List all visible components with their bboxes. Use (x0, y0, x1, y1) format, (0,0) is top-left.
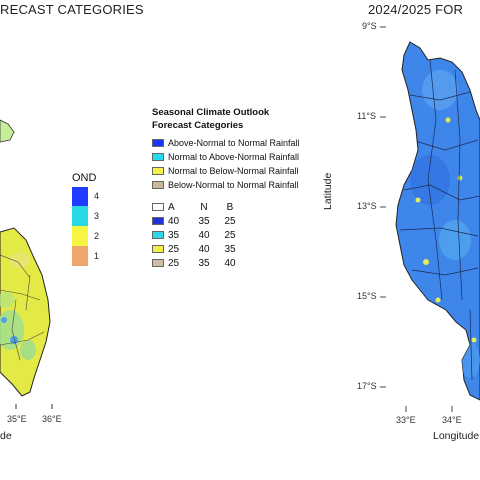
prob-header-row: A N B (152, 200, 312, 214)
prob-value: 40 (198, 229, 210, 241)
legend-heading-2: Forecast Categories (152, 120, 244, 131)
right-y-axis-label: Latitude (322, 172, 334, 210)
legend-heading-1: Seasonal Climate Outlook (152, 107, 270, 118)
ond-color-scale (72, 187, 88, 266)
prob-row: 40 35 25 (152, 214, 312, 228)
prob-row: 25 35 40 (152, 256, 312, 270)
legend-item: Normal to Above-Normal Rainfall (152, 150, 312, 164)
right-x-tick-33e: 33°E (396, 415, 416, 425)
legend-swatch (152, 139, 164, 147)
ond-label: OND (72, 172, 97, 184)
prob-value: 40 (198, 243, 210, 255)
legend-swatch (152, 231, 164, 239)
legend-swatch (152, 167, 164, 175)
prob-row: 35 40 25 (152, 228, 312, 242)
left-x-axis-label: de (0, 430, 12, 442)
legend-swatch (152, 217, 164, 225)
right-map-title: 2024/2025 FOR (368, 2, 464, 17)
right-map-body (395, 41, 480, 401)
legend-item: Normal to Below-Normal Rainfall (152, 164, 312, 178)
legend-item-label: Normal to Below-Normal Rainfall (168, 166, 299, 176)
prob-value: 25 (224, 215, 236, 227)
left-map-title: RECAST CATEGORIES (0, 2, 144, 17)
left-x-tick-36e: 36°E (42, 414, 62, 424)
right-y-tick-11s: 11°S (357, 111, 376, 121)
legend-swatch (152, 259, 164, 267)
right-y-tick-13s: 13°S (357, 201, 377, 211)
legend-swatch-empty (152, 203, 164, 211)
prob-header-n: N (200, 201, 208, 213)
prob-value: 35 (168, 229, 180, 241)
right-y-tick-15s: 15°S (357, 291, 377, 301)
right-y-tick-9s: 9°S (362, 21, 377, 31)
scale-label-4: 4 (94, 191, 100, 201)
legend-item-label: Below-Normal to Normal Rainfall (168, 180, 299, 190)
prob-value: 35 (224, 243, 236, 255)
scale-label-1: 1 (94, 251, 100, 261)
prob-header-b: B (226, 201, 234, 213)
left-map-northern-piece (0, 119, 15, 143)
legend-item-label: Above-Normal to Normal Rainfall (168, 138, 300, 148)
legend-item: Above-Normal to Normal Rainfall (152, 136, 312, 150)
prob-value: 25 (168, 257, 180, 269)
left-map-body (0, 227, 51, 397)
right-x-tick-34e: 34°E (442, 415, 462, 425)
prob-value: 40 (224, 257, 236, 269)
prob-value: 25 (224, 229, 236, 241)
prob-header-a: A (168, 201, 175, 213)
prob-value: 25 (168, 243, 180, 255)
legend: Seasonal Climate Outlook Forecast Catego… (152, 106, 312, 270)
prob-value: 35 (198, 215, 210, 227)
right-y-tick-17s: 17°S (357, 381, 377, 391)
prob-value: 40 (168, 215, 180, 227)
legend-swatch (152, 181, 164, 189)
prob-value: 35 (198, 257, 210, 269)
legend-item: Below-Normal to Normal Rainfall (152, 178, 312, 192)
prob-row: 25 40 35 (152, 242, 312, 256)
legend-swatch (152, 245, 164, 253)
right-x-axis-label: Longitude (433, 430, 480, 442)
legend-swatch (152, 153, 164, 161)
left-x-tick-35e: 35°E (7, 414, 27, 424)
legend-item-label: Normal to Above-Normal Rainfall (168, 152, 300, 162)
scale-label-3: 3 (94, 211, 100, 221)
scale-label-2: 2 (94, 231, 100, 241)
